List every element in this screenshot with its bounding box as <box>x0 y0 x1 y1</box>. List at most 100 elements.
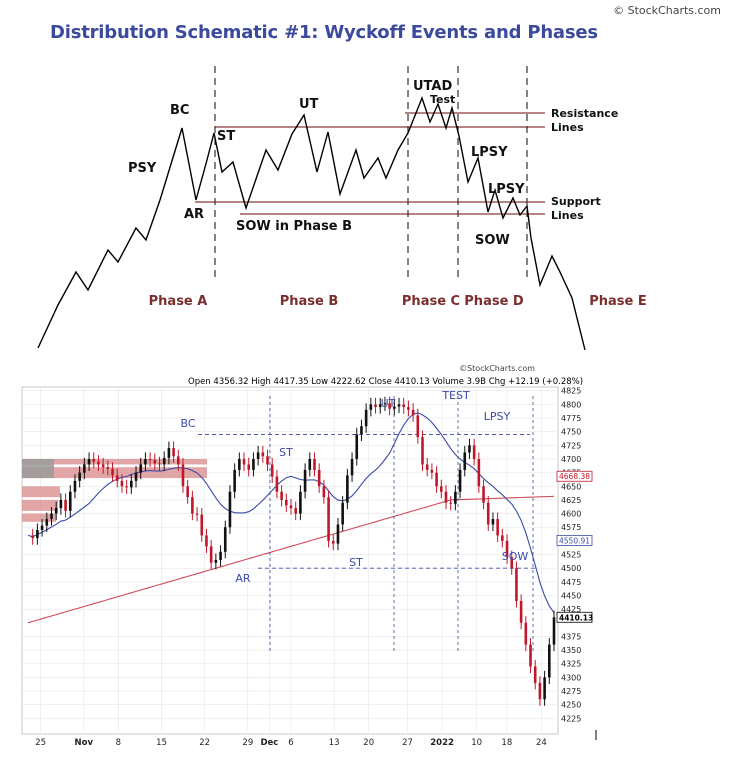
price-bar-body <box>444 491 448 503</box>
price-bar-body <box>355 434 359 459</box>
price-bar-body <box>477 458 481 487</box>
price-bar-body <box>317 469 321 487</box>
x-tick-label: 25 <box>35 738 46 748</box>
y-axis: 4825480047754750472547004675465046254600… <box>556 387 593 723</box>
y-tick-label: 4475 <box>561 578 581 587</box>
x-tick-label: Nov <box>75 738 94 748</box>
y-tick-label: 4350 <box>561 646 581 655</box>
x-tick-label: 13 <box>329 738 340 748</box>
price-bar-body <box>101 464 105 468</box>
annotation-label: UT <box>381 397 396 410</box>
phase-b-label: Phase B <box>280 294 339 309</box>
price-bar-body <box>223 527 227 552</box>
label-ar: AR <box>184 207 204 222</box>
x-tick-label: 29 <box>242 738 253 748</box>
price-bar-body <box>252 458 255 470</box>
price-bar-body <box>515 568 518 601</box>
label-sow-phase-b: SOW in Phase B <box>236 219 352 234</box>
price-bar-body <box>407 407 410 410</box>
y-tick-label: 4575 <box>561 523 581 532</box>
y-tick-label: 4825 <box>561 387 581 396</box>
label-st: ST <box>217 129 235 144</box>
price-bar-body <box>68 491 72 511</box>
x-tick-label: 27 <box>402 738 413 748</box>
annotation-label: AR <box>235 572 251 585</box>
y-tick-label: 4450 <box>561 591 581 600</box>
grid <box>22 388 556 732</box>
y-tick-label: 4600 <box>561 510 581 519</box>
price-bar-body <box>144 458 147 465</box>
y-tick-label: 4375 <box>561 632 581 641</box>
price-bar-body <box>548 644 551 678</box>
price-bar-body <box>238 458 241 470</box>
price-bar-body <box>336 524 340 544</box>
price-bar-body <box>78 472 81 481</box>
price-bar-body <box>388 403 391 409</box>
y-tick-label: 4800 <box>561 400 581 409</box>
price-bar-body <box>449 502 452 504</box>
price-tag-box <box>556 611 593 623</box>
y-tick-label: 4325 <box>561 660 581 669</box>
price-bar-body <box>181 464 185 487</box>
price-bar-body <box>327 497 330 541</box>
annotation-label: BC <box>180 417 195 430</box>
label-bc: BC <box>170 103 189 118</box>
price-bar-body <box>209 546 213 563</box>
price-tag-box <box>556 534 593 546</box>
price-bar-body <box>83 464 86 473</box>
price-bar-body <box>289 505 293 509</box>
price-bar-body <box>172 448 175 457</box>
price-bar-body <box>153 460 157 464</box>
price-credit: ©StockCharts.com <box>459 364 535 373</box>
price-bar-body <box>402 404 406 408</box>
volume-bar <box>22 499 58 511</box>
price-bar-body <box>425 464 429 470</box>
price-bar-body <box>139 464 143 473</box>
label-psy: PSY <box>128 161 157 176</box>
price-bar-body <box>331 540 335 544</box>
price-bar-body <box>40 525 44 530</box>
price-bars <box>31 396 556 706</box>
plot-frame <box>21 386 559 735</box>
price-bar-body <box>205 535 208 547</box>
price-bar-body <box>374 404 377 408</box>
price-bar-body <box>31 535 34 539</box>
price-bar-body <box>233 469 236 492</box>
price-bar-body <box>411 409 415 416</box>
price-bar-body <box>299 491 302 514</box>
y-tick-label: 4500 <box>561 564 581 573</box>
price-bar-body <box>36 529 39 539</box>
price-bar-body <box>341 502 344 525</box>
price-bar-body <box>519 600 523 623</box>
price-bar-body <box>59 499 63 509</box>
price-bar-body <box>313 458 316 470</box>
price-bar-body <box>111 468 114 476</box>
price-bar-body <box>195 513 199 515</box>
price-tag-label: 4668.38 <box>559 472 590 481</box>
y-tick-label: 4525 <box>561 551 581 560</box>
volume-bar <box>22 458 207 465</box>
price-bar-body <box>378 404 382 408</box>
phase-c-label: Phase C <box>402 294 460 309</box>
volume-bar <box>22 513 56 522</box>
price-bar-body <box>346 475 349 503</box>
price-bar-body <box>242 458 246 465</box>
price-bar-body <box>167 448 171 458</box>
price-bar-body <box>486 502 490 525</box>
price-bar-body <box>247 464 251 470</box>
price-bar-body <box>191 497 194 514</box>
price-bar-body <box>496 519 499 536</box>
ma-50-line <box>27 412 555 614</box>
volume-bar-current <box>22 458 54 479</box>
price-bar-body <box>472 445 476 459</box>
price-bar-body <box>524 622 528 645</box>
price-bar-body <box>134 472 138 481</box>
page-title: Distribution Schematic #1: Wyckoff Event… <box>50 22 598 43</box>
phase-a-label: Phase A <box>149 294 208 309</box>
price-bar-body <box>148 458 152 461</box>
price-bar-body <box>463 452 467 470</box>
price-bar-body <box>219 551 222 560</box>
price-bar-body <box>200 514 204 536</box>
x-tick-label: 20 <box>363 738 374 748</box>
price-bar-body <box>435 472 438 487</box>
